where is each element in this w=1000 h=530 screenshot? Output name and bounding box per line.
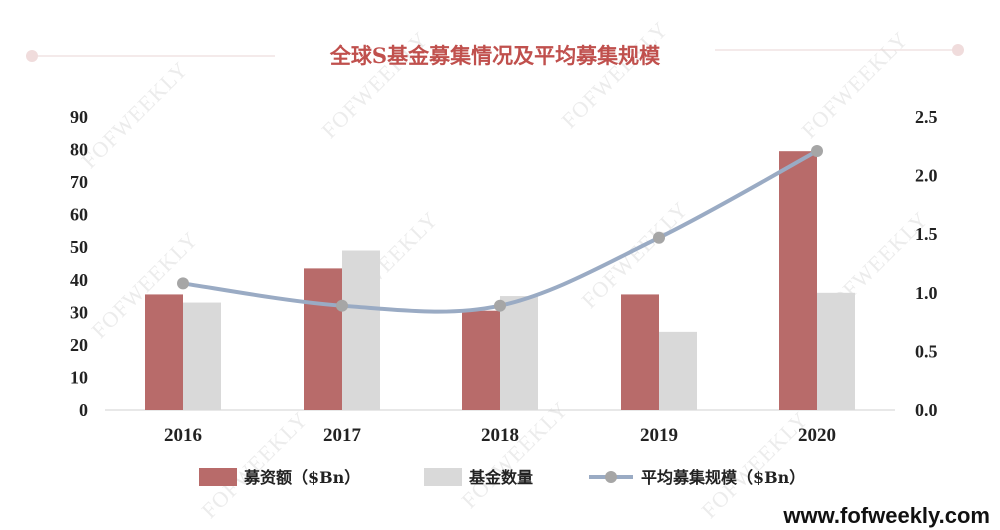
watermark-text: FOFWEEKLY bbox=[796, 26, 913, 143]
y-right-tick-label: 1.5 bbox=[915, 224, 938, 244]
x-tick-label: 2020 bbox=[798, 425, 836, 446]
y-left-tick-label: 30 bbox=[70, 302, 88, 322]
y-left-tick-label: 40 bbox=[70, 270, 88, 290]
y-right-tick-label: 2.5 bbox=[915, 107, 938, 127]
watermark-text: FOFWEEKLY bbox=[196, 406, 313, 523]
legend: 募资额（$Bn） 基金数量 平均募集规模（$Bn） bbox=[199, 468, 805, 487]
bar-series-2 bbox=[183, 302, 221, 410]
y-right-tick-label: 2.0 bbox=[915, 166, 938, 186]
x-axis: 2016 2017 2018 2019 2020 bbox=[164, 425, 836, 446]
y-left-tick-label: 60 bbox=[70, 205, 88, 225]
bars-layer bbox=[145, 151, 855, 410]
y-right-tick-label: 1.0 bbox=[915, 283, 938, 303]
y-axis-left: 0 10 20 30 40 50 60 70 80 90 bbox=[70, 107, 88, 420]
line-point-series-3 bbox=[494, 299, 506, 312]
line-layer bbox=[177, 144, 823, 314]
legend-swatch-series-3-marker bbox=[605, 471, 617, 483]
watermark-text: FOFWEEKLY bbox=[456, 396, 573, 513]
x-tick-label: 2017 bbox=[323, 425, 362, 446]
bar-series-2 bbox=[817, 292, 855, 410]
title-dot-right bbox=[952, 44, 964, 56]
line-point-series-3 bbox=[811, 144, 823, 157]
bar-series-2 bbox=[500, 296, 538, 410]
line-point-series-3 bbox=[336, 299, 348, 312]
y-left-tick-label: 50 bbox=[70, 237, 88, 257]
y-right-tick-label: 0.5 bbox=[915, 341, 938, 361]
line-series-3 bbox=[181, 148, 819, 314]
legend-swatch-series-1 bbox=[199, 468, 237, 486]
bar-series-1 bbox=[145, 294, 183, 410]
bar-series-2 bbox=[659, 331, 697, 410]
line-point-series-3 bbox=[653, 231, 665, 244]
watermark-text: FOFWEEKLY bbox=[76, 56, 193, 173]
bar-series-1 bbox=[462, 310, 500, 410]
y-left-tick-label: 90 bbox=[70, 107, 88, 127]
y-left-tick-label: 80 bbox=[70, 140, 88, 160]
bar-series-2 bbox=[342, 250, 380, 410]
legend-label-series-1: 募资额（$Bn） bbox=[243, 468, 360, 487]
y-right-tick-label: 0.0 bbox=[915, 400, 938, 420]
legend-label-series-2: 基金数量 bbox=[468, 468, 533, 487]
legend-swatch-series-2 bbox=[424, 468, 462, 486]
bar-series-1 bbox=[304, 268, 342, 410]
watermark-text: FOFWEEKLY bbox=[556, 16, 673, 133]
x-tick-label: 2019 bbox=[640, 425, 678, 446]
y-left-tick-label: 70 bbox=[70, 172, 88, 192]
title-dot-left bbox=[26, 50, 38, 62]
chart-title: 全球S基金募集情况及平均募集规模 bbox=[329, 43, 661, 68]
y-left-tick-label: 0 bbox=[79, 400, 88, 420]
line-point-series-3 bbox=[177, 277, 189, 290]
bar-series-1 bbox=[621, 294, 659, 410]
x-tick-label: 2016 bbox=[164, 425, 202, 446]
y-axis-right: 0.0 0.5 1.0 1.5 2.0 2.5 bbox=[915, 107, 938, 420]
legend-label-series-3: 平均募集规模（$Bn） bbox=[641, 468, 805, 487]
x-tick-label: 2018 bbox=[481, 425, 519, 446]
y-left-tick-label: 20 bbox=[70, 335, 88, 355]
site-url: www.fofweekly.com bbox=[782, 503, 990, 528]
bar-series-1 bbox=[779, 151, 817, 410]
y-left-tick-label: 10 bbox=[70, 367, 88, 387]
